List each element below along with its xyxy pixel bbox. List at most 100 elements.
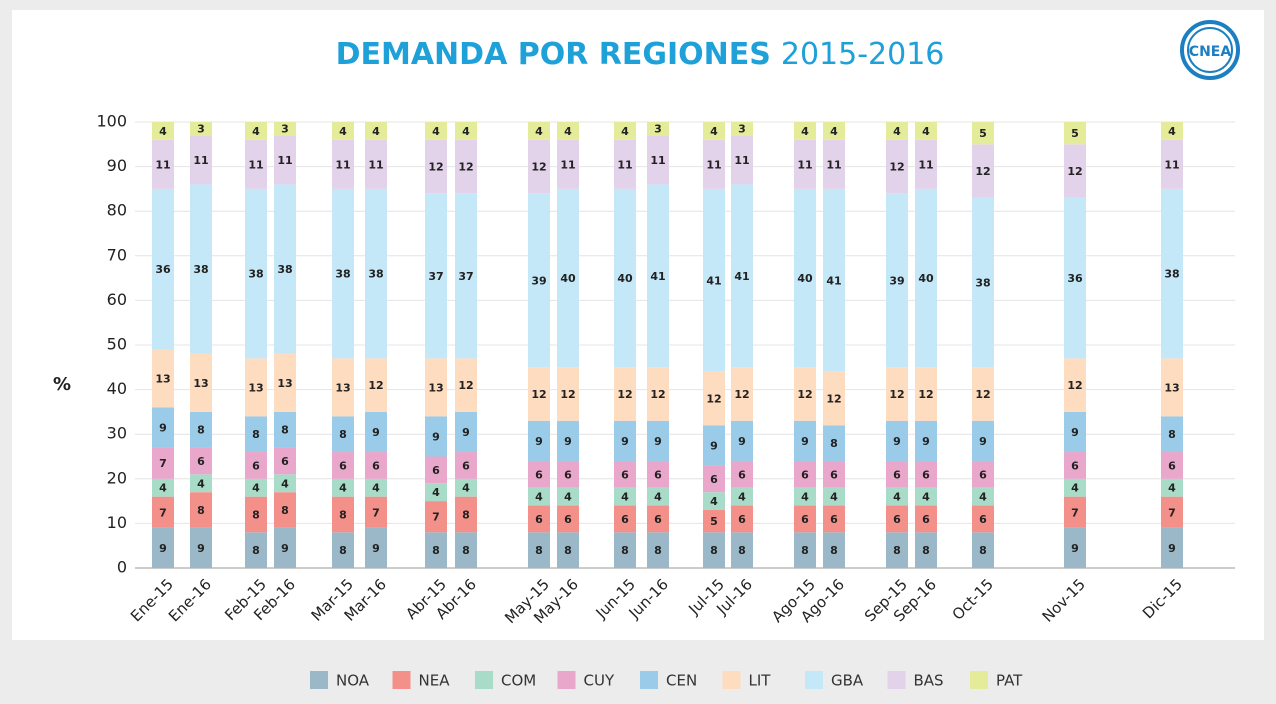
data-label: 3 xyxy=(738,123,746,136)
bar-segment xyxy=(152,407,174,448)
bar-segment xyxy=(1064,144,1086,198)
bar-segment xyxy=(731,184,753,368)
bar-segment xyxy=(647,122,669,136)
bar-segment xyxy=(1064,122,1086,145)
subtitle: 2015-2016 xyxy=(781,37,945,72)
data-label: 9 xyxy=(535,435,543,448)
data-label: 8 xyxy=(281,504,289,517)
bar-segment xyxy=(731,135,753,185)
bar-segment xyxy=(1161,358,1183,417)
bar-segment xyxy=(190,184,212,354)
data-label: 6 xyxy=(621,513,629,526)
y-axis-label: % xyxy=(53,374,71,395)
bar-segment xyxy=(886,505,908,533)
bar-segment xyxy=(528,367,550,421)
bar-segment xyxy=(823,532,845,568)
legend-swatch xyxy=(557,671,576,689)
bar-segment xyxy=(152,447,174,479)
data-label: 6 xyxy=(535,513,543,526)
bar-segment xyxy=(190,447,212,475)
bar-segment xyxy=(703,492,725,511)
bar-segment xyxy=(731,505,753,533)
data-label: 8 xyxy=(621,544,629,557)
data-label: 4 xyxy=(564,125,572,138)
bar-segment xyxy=(528,460,550,488)
bar-segment xyxy=(614,532,636,568)
data-label: 12 xyxy=(734,388,749,401)
data-label: 9 xyxy=(922,435,930,448)
bar-segment xyxy=(731,487,753,506)
data-label: 9 xyxy=(197,542,205,555)
data-label: 38 xyxy=(1164,268,1179,281)
data-label: 11 xyxy=(155,158,170,171)
bar-segment xyxy=(915,532,937,568)
data-label: 8 xyxy=(197,504,205,517)
bar-segment xyxy=(425,483,447,502)
bar-segment xyxy=(425,139,447,194)
data-label: 6 xyxy=(922,468,930,481)
bar-segment xyxy=(425,122,447,140)
bar-segment xyxy=(152,496,174,528)
data-label: 4 xyxy=(922,491,930,504)
bar-segment xyxy=(528,487,550,506)
bar-segment xyxy=(152,527,174,568)
data-label: 12 xyxy=(889,161,904,174)
data-label: 13 xyxy=(193,377,208,390)
data-label: 4 xyxy=(252,482,260,495)
bar-segment xyxy=(614,122,636,140)
bar-segment xyxy=(190,527,212,568)
data-label: 4 xyxy=(432,125,440,138)
data-label: 12 xyxy=(1067,379,1082,392)
bar-segment xyxy=(915,122,937,140)
bar-segment xyxy=(1064,527,1086,568)
data-label: 40 xyxy=(797,272,813,285)
legend-swatch xyxy=(392,671,411,689)
data-label: 3 xyxy=(654,123,662,136)
data-label: 9 xyxy=(738,435,746,448)
legend-swatch xyxy=(475,671,493,689)
bar-segment xyxy=(794,188,816,368)
bar-segment xyxy=(557,505,579,533)
data-label: 9 xyxy=(1168,542,1176,555)
data-label: 4 xyxy=(710,495,718,508)
bar-segment xyxy=(190,411,212,448)
bar-segment xyxy=(1161,188,1183,359)
data-label: 40 xyxy=(617,272,633,285)
data-label: 8 xyxy=(801,544,809,557)
data-label: 8 xyxy=(252,428,260,441)
bar-segment xyxy=(365,478,387,497)
bar-segment xyxy=(245,188,267,359)
data-label: 11 xyxy=(797,158,812,171)
bar-segment xyxy=(823,188,845,372)
data-label: 7 xyxy=(159,457,167,470)
bar-segment xyxy=(365,188,387,359)
legend-label: LIT xyxy=(749,672,772,690)
bar-segment xyxy=(794,420,816,461)
data-label: 11 xyxy=(368,158,383,171)
bar-segment xyxy=(152,188,174,350)
data-label: 11 xyxy=(560,158,575,171)
legend-swatch xyxy=(310,671,328,689)
data-label: 12 xyxy=(560,388,575,401)
y-tick-label: 20 xyxy=(107,468,127,487)
bar-segment xyxy=(703,465,725,493)
data-label: 4 xyxy=(462,125,470,138)
data-label: 4 xyxy=(281,477,289,490)
data-label: 4 xyxy=(979,491,987,504)
bar-segment xyxy=(731,367,753,421)
bar-segment xyxy=(365,527,387,568)
bar-segment xyxy=(1064,411,1086,453)
bar-segment xyxy=(557,188,579,368)
bar-segment xyxy=(245,496,267,533)
data-label: 6 xyxy=(564,513,572,526)
bar-segment xyxy=(557,367,579,421)
data-label: 6 xyxy=(710,473,718,486)
data-label: 12 xyxy=(918,388,933,401)
data-label: 7 xyxy=(372,506,380,519)
y-tick-label: 100 xyxy=(96,112,127,131)
data-label: 8 xyxy=(738,544,746,557)
data-label: 6 xyxy=(654,513,662,526)
data-label: 4 xyxy=(621,125,629,138)
bar-segment xyxy=(647,420,669,461)
bar-segment xyxy=(190,135,212,185)
